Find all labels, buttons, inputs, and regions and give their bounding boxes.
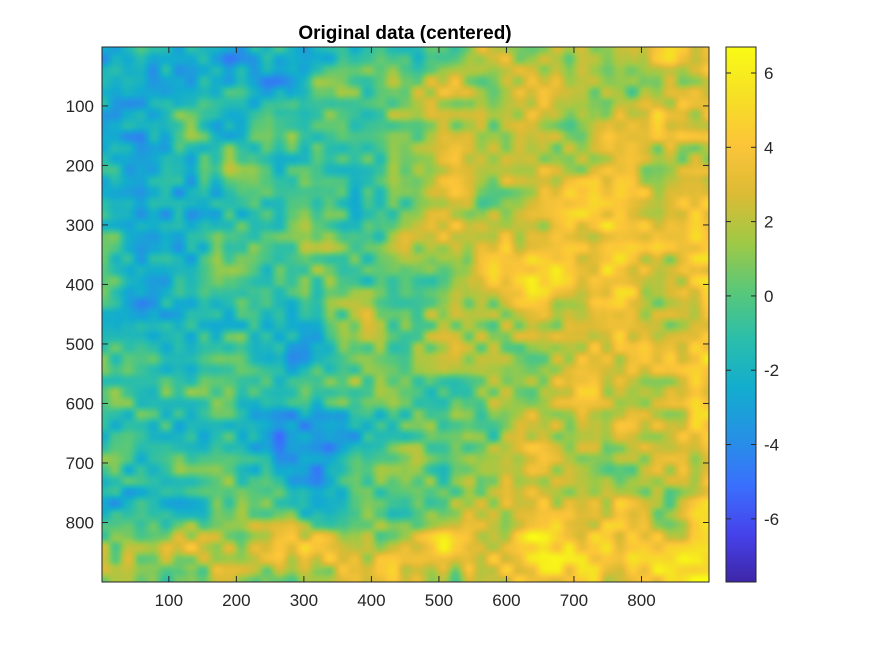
x-tick-label: 200 — [222, 591, 250, 610]
heatmap-image — [102, 47, 709, 582]
x-tick-label: 500 — [425, 591, 453, 610]
plot-frame — [101, 46, 710, 583]
colorbar-gradient — [725, 46, 757, 583]
colorbar-tick-label: 4 — [764, 138, 773, 157]
colorbar-tick-label: 0 — [764, 287, 773, 306]
y-tick-label: 700 — [66, 454, 94, 473]
x-tick-label: 300 — [290, 591, 318, 610]
y-tick-label: 100 — [66, 97, 94, 116]
colorbar-tick-label: -2 — [764, 361, 779, 380]
y-tick-label: 600 — [66, 394, 94, 413]
colorbar-tick-label: 6 — [764, 64, 773, 83]
colorbar-tick-label: 2 — [764, 213, 773, 232]
y-tick-label: 500 — [66, 335, 94, 354]
x-tick-label: 800 — [627, 591, 655, 610]
y-tick-label: 200 — [66, 156, 94, 175]
x-tick-label: 600 — [492, 591, 520, 610]
heatmap-plot: 100 200 300 400 500 600 700 800 100 200 300 400 500… — [66, 46, 710, 610]
x-tick-label: 100 — [155, 591, 183, 610]
chart-title: Original data (centered) — [298, 23, 511, 44]
y-axis: 100 200 300 400 500 600 700 800 — [66, 97, 709, 532]
y-tick-label: 300 — [66, 216, 94, 235]
x-tick-label: 400 — [357, 591, 385, 610]
y-tick-label: 400 — [66, 275, 94, 294]
colorbar-tick-label: -6 — [764, 510, 779, 529]
colorbar: -6 -4 -2 0 2 4 6 — [725, 46, 779, 583]
y-tick-label: 800 — [66, 513, 94, 532]
colorbar-tick-label: -4 — [764, 436, 779, 455]
x-tick-label: 700 — [560, 591, 588, 610]
x-axis: 100 200 300 400 500 600 700 800 — [155, 47, 656, 610]
colorbar-axis: -6 -4 -2 0 2 4 6 — [726, 64, 779, 529]
